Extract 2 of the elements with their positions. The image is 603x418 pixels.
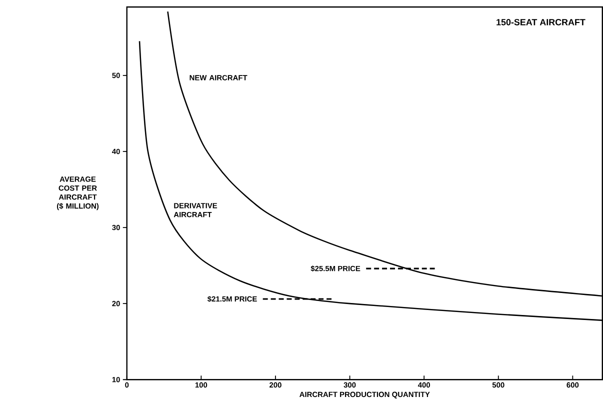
text: 150-SEAT AIRCRAFT xyxy=(496,19,586,26)
line-series xyxy=(138,40,602,322)
